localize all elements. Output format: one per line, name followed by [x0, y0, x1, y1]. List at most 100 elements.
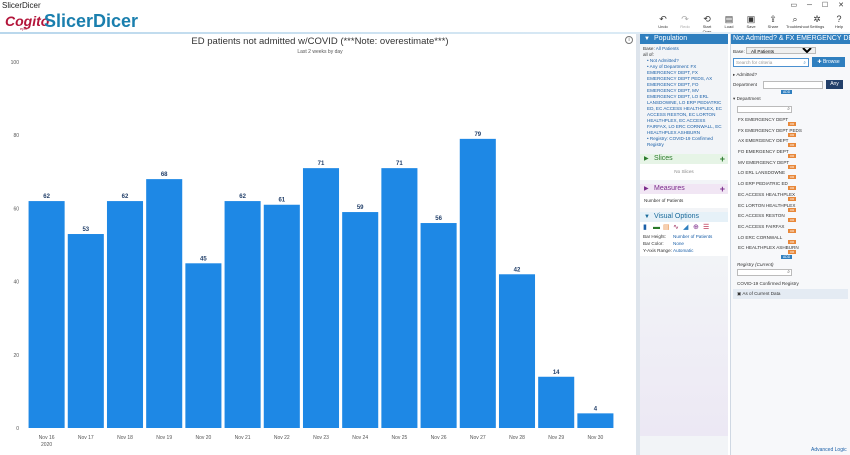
- or-tag[interactable]: OR: [788, 239, 796, 244]
- bar: [263, 204, 300, 428]
- window-controls[interactable]: ▭ ─ ☐ ✕: [790, 2, 848, 9]
- y-tick-label: 100: [11, 60, 20, 66]
- window-title: SlicerDicer: [2, 1, 41, 10]
- or-tag[interactable]: OR: [788, 175, 796, 180]
- add-badge[interactable]: ADD: [781, 90, 793, 94]
- bar-height-row[interactable]: Bar Height: Number of Patients: [643, 234, 713, 239]
- chevron-down-icon: ▼: [644, 214, 650, 220]
- registry-search-input[interactable]: ⌕: [737, 268, 792, 276]
- department-item[interactable]: LO ERC CORNWALL OR: [738, 233, 850, 244]
- department-group[interactable]: ▾ Department: [733, 96, 761, 101]
- department-item[interactable]: EC LORTON HEALTHPLEX OR: [738, 201, 850, 212]
- department-item[interactable]: LO ERP PEDIATRIC ED OR: [738, 179, 850, 191]
- x-tick-label: Nov 23: [313, 435, 329, 441]
- department-item[interactable]: FX EMERGENCY DEPT PEDS OR: [738, 126, 850, 137]
- or-tag[interactable]: OR: [788, 218, 796, 223]
- column-chart-icon[interactable]: ▬: [653, 224, 660, 231]
- x-tick-label: Nov 28: [509, 435, 525, 441]
- or-tag[interactable]: OR: [788, 122, 796, 126]
- or-tag[interactable]: OR: [788, 132, 796, 137]
- bar-chart-icon[interactable]: ▮: [643, 224, 647, 231]
- or-tag[interactable]: OR: [788, 228, 796, 233]
- criterion-department[interactable]: • Any of Department: FX EMERGENCY DEPT, …: [647, 64, 722, 135]
- bar-value-label: 53: [82, 227, 89, 233]
- department-input[interactable]: [763, 80, 823, 89]
- visual-options-body: ▮ ▬ ▤ ∿ ◢ ⊕ ☰ Bar Height: Number of Patie…: [640, 222, 728, 256]
- department-item[interactable]: EC ACCESS FAIRFAX OR: [738, 222, 850, 233]
- undo-button[interactable]: ↶ Undo: [654, 14, 672, 34]
- undo-icon: ↶: [659, 14, 667, 24]
- or-tag[interactable]: OR: [788, 196, 796, 201]
- bar-color-row[interactable]: Bar Color: None: [643, 241, 684, 246]
- department-item[interactable]: LO ERL LANSDOWNE OR: [738, 168, 850, 180]
- start-over-button[interactable]: ⟲Start Over: [698, 14, 716, 34]
- bar-value-label: 62: [122, 194, 129, 200]
- or-tag[interactable]: OR: [788, 186, 796, 191]
- as-of-current-data[interactable]: ▣ As of Current Data: [733, 288, 848, 299]
- visual-options-header[interactable]: ▼ Visual Options: [640, 212, 728, 222]
- x-tick-label: Nov 24: [352, 435, 368, 441]
- line-chart-icon[interactable]: ∿: [673, 224, 679, 231]
- measures-header[interactable]: ▶ Measures +: [640, 184, 728, 194]
- app-header: Cogito epic SlicerDicer ↶ Undo ↷ Redo ⟲ Start…: [0, 11, 850, 34]
- or-tag[interactable]: OR: [788, 207, 796, 212]
- department-item[interactable]: FO EMERGENCY DEPT OR: [738, 147, 850, 159]
- chart-panel: ED patients not admitted w/COVID (***Not…: [5, 34, 635, 455]
- search-icon[interactable]: ⌕: [787, 268, 790, 275]
- add-badge[interactable]: ADD: [781, 254, 793, 259]
- visual-options-title: Visual Options: [654, 213, 700, 220]
- area-chart-icon[interactable]: ◢: [683, 224, 689, 231]
- department-item[interactable]: FX EMERGENCY DEPT OR: [738, 115, 850, 126]
- department-search-input[interactable]: ⌕: [737, 106, 792, 113]
- load-button[interactable]: ▤ Load: [720, 14, 738, 34]
- or-tag[interactable]: OR: [788, 250, 796, 255]
- slices-empty: No Slices: [640, 164, 728, 180]
- browse-button[interactable]: ✚ Browse: [812, 57, 845, 67]
- add-measure-icon[interactable]: +: [719, 184, 725, 194]
- start-over-icon: ⟲: [703, 14, 711, 24]
- advanced-logic-link[interactable]: Advanced Logic: [811, 447, 847, 453]
- or-tag[interactable]: OR: [788, 154, 796, 159]
- department-item[interactable]: EC ACCESS RESTON OR: [738, 211, 850, 223]
- stacked-chart-icon[interactable]: ▤: [663, 224, 670, 231]
- criterion-not-admitted[interactable]: • Not Admitted?: [647, 58, 679, 63]
- criteria-base-select[interactable]: All Patients: [746, 47, 817, 54]
- admitted-group[interactable]: ▸ Admitted?: [733, 72, 758, 77]
- measure-item[interactable]: Number of Patients: [640, 194, 728, 208]
- search-icon[interactable]: ⌕: [803, 59, 806, 65]
- troubleshoot-button[interactable]: ⌕ Troubleshoot: [786, 14, 809, 34]
- search-icon[interactable]: ⌕: [787, 106, 790, 112]
- any-button[interactable]: Any: [826, 80, 843, 89]
- department-item[interactable]: EC ACCESS HEALTHPLEX OR: [738, 190, 850, 201]
- department-item[interactable]: MV EMERGENCY DEPT OR: [738, 158, 850, 169]
- criteria-search-input[interactable]: Search for criteria ⌕: [733, 57, 809, 67]
- slices-header[interactable]: ▶ Slices +: [640, 154, 728, 164]
- chart-type-picker[interactable]: ▮ ▬ ▤ ∿ ◢ ⊕ ☰: [643, 224, 725, 231]
- department-name: EC ACCESS RESTON: [738, 213, 785, 219]
- department-name: FO EMERGENCY DEPT: [738, 149, 789, 155]
- share-button[interactable]: ⇪ Share: [764, 14, 782, 34]
- department-name: EC LORTON HEALTHPLEX: [738, 202, 796, 208]
- help-label: Help: [834, 24, 844, 29]
- population-body[interactable]: Base: All Patients all of: • Not Admitte…: [640, 44, 728, 150]
- redo-button[interactable]: ↷ Redo: [676, 14, 694, 34]
- info-icon[interactable]: i: [625, 36, 633, 44]
- save-icon: ▣: [746, 14, 756, 24]
- population-header[interactable]: ▼ Population: [640, 34, 728, 44]
- help-button[interactable]: ? Help: [830, 14, 848, 34]
- table-icon[interactable]: ☰: [703, 224, 710, 231]
- bar-value-label: 68: [161, 172, 168, 178]
- criterion-registry[interactable]: • Registry: COVID-19 Confirmed Registry: [647, 136, 713, 147]
- or-tag[interactable]: OR: [788, 164, 796, 169]
- registry-value[interactable]: COVID-19 Confirmed Registry: [737, 280, 799, 286]
- panel-collapse-strip[interactable]: [636, 34, 640, 455]
- y-axis-range-row[interactable]: Y-Axis Range: Automatic: [643, 248, 694, 253]
- add-slice-icon[interactable]: +: [719, 154, 725, 164]
- settings-button[interactable]: ✲ Settings: [808, 14, 826, 34]
- map-icon[interactable]: ⊕: [693, 224, 699, 231]
- department-name: EC ACCESS HEALTHPLEX: [738, 191, 796, 197]
- save-button[interactable]: ▣ Save: [742, 14, 760, 34]
- or-tag[interactable]: OR: [788, 143, 796, 148]
- department-item[interactable]: AX EMERGENCY DEPT OR: [738, 136, 850, 148]
- department-item[interactable]: EC HEALTHPLEX ASHBURN OR: [738, 243, 850, 255]
